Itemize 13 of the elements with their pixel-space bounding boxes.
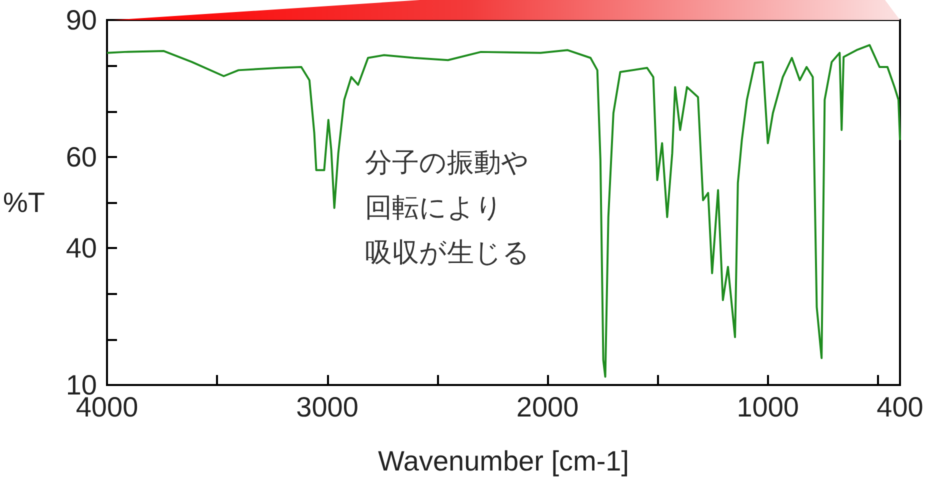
annotation: 吸収が生じる [365, 238, 530, 268]
annotation: 回転により [365, 192, 503, 222]
x-tick-label: 3000 [296, 392, 358, 422]
y-tick-label: 90 [66, 4, 97, 36]
y-tick-label: 40 [66, 232, 97, 264]
x-tick-label: 1000 [736, 392, 799, 422]
x-tick-label: 2000 [516, 392, 579, 422]
x-axis-title: Wavenumber [cm-1] [378, 446, 630, 476]
x-tick-label: 400 [876, 392, 924, 422]
line-series [106, 44, 901, 378]
y-tick-label: 60 [66, 141, 97, 172]
y-axis-title: %T [3, 187, 45, 218]
annotation: 分子の振動や [365, 148, 529, 178]
